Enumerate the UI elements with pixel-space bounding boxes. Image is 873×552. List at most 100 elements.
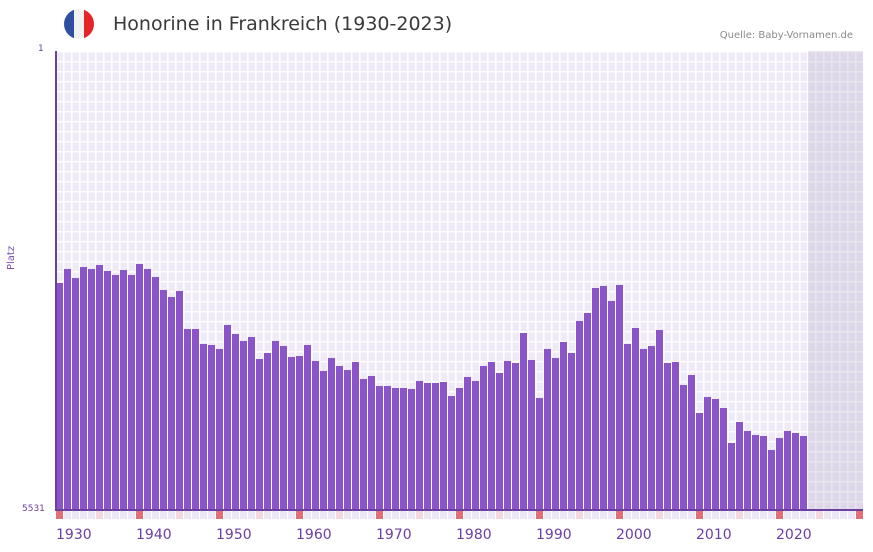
bar-2007[interactable]	[672, 362, 679, 510]
bar-1992[interactable]	[552, 358, 559, 510]
bar-1964[interactable]	[328, 358, 335, 510]
bar-1932[interactable]	[72, 278, 79, 510]
bar-1949[interactable]	[208, 345, 215, 510]
bar-1956[interactable]	[264, 353, 271, 510]
bar-1995[interactable]	[576, 321, 583, 510]
bar-1938[interactable]	[120, 270, 127, 510]
bar-1984[interactable]	[488, 362, 495, 510]
bar-1953[interactable]	[240, 341, 247, 510]
bar-2012[interactable]	[712, 399, 719, 510]
bar-1983[interactable]	[480, 366, 487, 510]
year-marker	[552, 511, 559, 519]
bar-2004[interactable]	[648, 346, 655, 510]
bar-1934[interactable]	[88, 269, 95, 510]
bar-1944[interactable]	[168, 297, 175, 510]
bar-1937[interactable]	[112, 275, 119, 510]
bar-1980[interactable]	[456, 388, 463, 510]
bar-2005[interactable]	[656, 330, 663, 510]
bar-1942[interactable]	[152, 277, 159, 510]
bar-2022[interactable]	[792, 433, 799, 510]
bar-1981[interactable]	[464, 377, 471, 510]
bar-1947[interactable]	[192, 329, 199, 510]
year-marker	[456, 511, 463, 519]
bar-2019[interactable]	[768, 450, 775, 510]
bar-1988[interactable]	[520, 333, 527, 510]
bar-2016[interactable]	[744, 431, 751, 510]
bar-2013[interactable]	[720, 408, 727, 510]
bar-1969[interactable]	[368, 376, 375, 510]
bar-1966[interactable]	[344, 370, 351, 510]
bar-1941[interactable]	[144, 269, 151, 510]
bar-1930[interactable]	[56, 283, 63, 510]
x-tick-label: 1960	[296, 527, 332, 543]
bar-1961[interactable]	[304, 345, 311, 510]
bar-2002[interactable]	[632, 328, 639, 510]
bar-2021[interactable]	[784, 431, 791, 510]
bar-2018[interactable]	[760, 436, 767, 510]
bar-2020[interactable]	[776, 438, 783, 510]
bar-1971[interactable]	[384, 386, 391, 510]
bar-1976[interactable]	[424, 383, 431, 510]
bar-1954[interactable]	[248, 337, 255, 510]
bar-2023[interactable]	[800, 436, 807, 510]
bar-1931[interactable]	[64, 269, 71, 510]
bar-1999[interactable]	[608, 301, 615, 510]
bar-1946[interactable]	[184, 329, 191, 510]
bar-1977[interactable]	[432, 383, 439, 510]
bar-1951[interactable]	[224, 325, 231, 510]
bar-1968[interactable]	[360, 379, 367, 510]
bar-1991[interactable]	[544, 349, 551, 510]
bar-1957[interactable]	[272, 341, 279, 510]
bar-1998[interactable]	[600, 286, 607, 510]
bar-1970[interactable]	[376, 386, 383, 510]
bar-1950[interactable]	[216, 349, 223, 510]
bar-1943[interactable]	[160, 290, 167, 510]
bar-1935[interactable]	[96, 265, 103, 510]
bar-2017[interactable]	[752, 435, 759, 510]
bar-2010[interactable]	[696, 413, 703, 510]
bar-1959[interactable]	[288, 357, 295, 510]
bar-1936[interactable]	[104, 271, 111, 510]
bar-1982[interactable]	[472, 381, 479, 510]
bar-1963[interactable]	[320, 371, 327, 510]
bar-1939[interactable]	[128, 275, 135, 510]
bar-1978[interactable]	[440, 382, 447, 510]
bar-1962[interactable]	[312, 361, 319, 510]
bar-2015[interactable]	[736, 422, 743, 510]
bar-2008[interactable]	[680, 385, 687, 510]
bar-1952[interactable]	[232, 334, 239, 510]
bar-1960[interactable]	[296, 356, 303, 510]
bar-1985[interactable]	[496, 373, 503, 510]
bar-1948[interactable]	[200, 344, 207, 510]
bar-1955[interactable]	[256, 359, 263, 510]
bar-1965[interactable]	[336, 366, 343, 510]
bar-2009[interactable]	[688, 375, 695, 510]
bar-1945[interactable]	[176, 291, 183, 510]
bar-1973[interactable]	[400, 388, 407, 510]
year-marker	[160, 511, 167, 519]
bar-1975[interactable]	[416, 381, 423, 510]
bar-1979[interactable]	[448, 396, 455, 510]
bar-2011[interactable]	[704, 397, 711, 510]
bar-1989[interactable]	[528, 360, 535, 510]
bar-1994[interactable]	[568, 353, 575, 510]
bar-1990[interactable]	[536, 398, 543, 510]
year-marker	[848, 511, 855, 519]
bar-1997[interactable]	[592, 288, 599, 510]
bar-1974[interactable]	[408, 389, 415, 510]
bar-2000[interactable]	[616, 285, 623, 510]
bar-1967[interactable]	[352, 362, 359, 510]
bar-2014[interactable]	[728, 443, 735, 510]
bar-1958[interactable]	[280, 346, 287, 510]
bar-2006[interactable]	[664, 363, 671, 510]
bar-2001[interactable]	[624, 344, 631, 510]
bar-2003[interactable]	[640, 349, 647, 510]
year-marker	[120, 511, 127, 519]
bar-1972[interactable]	[392, 388, 399, 510]
bar-1987[interactable]	[512, 363, 519, 510]
bar-1940[interactable]	[136, 264, 143, 510]
bar-1986[interactable]	[504, 361, 511, 510]
bar-1996[interactable]	[584, 313, 591, 510]
bar-1933[interactable]	[80, 267, 87, 510]
bar-1993[interactable]	[560, 342, 567, 510]
